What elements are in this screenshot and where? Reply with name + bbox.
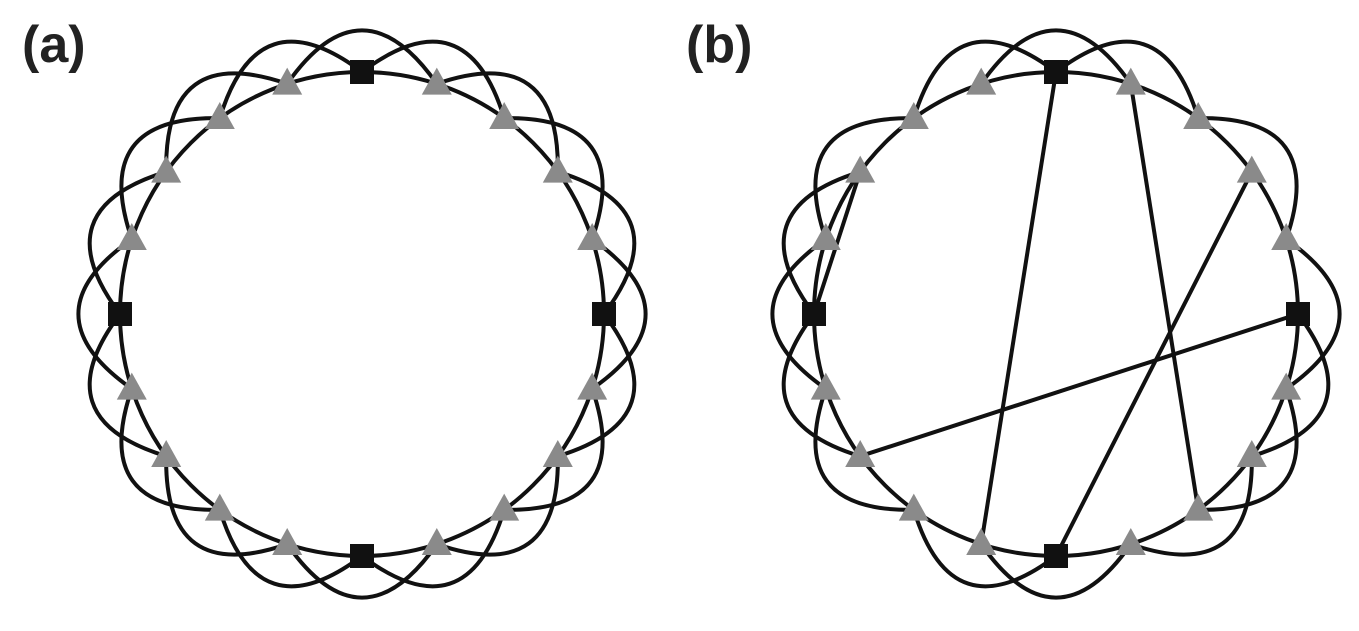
triangle-node-a-8 — [489, 493, 520, 521]
lattice-edge-a-1-3 — [436, 71, 560, 172]
triangle-node-b-14 — [810, 372, 841, 400]
triangle-node-b-6 — [1271, 372, 1302, 400]
shortcut-edge-b-0-11 — [979, 71, 1058, 545]
lattice-edge-a-5-7 — [557, 312, 637, 459]
lattice-edge-a-9-11 — [285, 543, 439, 600]
lattice-edge-a-12-14 — [119, 388, 220, 512]
triangle-node-b-19 — [966, 67, 997, 95]
panel-b-label: (b) — [686, 16, 752, 74]
shortcut-edge-b-5-13 — [859, 312, 1299, 459]
lattice-edge-b-5-7 — [1251, 312, 1331, 459]
square-node-b-5 — [1286, 302, 1310, 326]
triangle-node-a-1 — [421, 67, 452, 95]
triangle-node-a-2 — [489, 102, 520, 129]
square-node-b-0 — [1044, 60, 1068, 84]
triangle-node-a-16 — [116, 223, 147, 250]
triangle-node-b-8 — [1183, 493, 1214, 521]
triangle-node-b-18 — [898, 102, 929, 129]
lattice-edge-a-7-9 — [436, 456, 560, 557]
lattice-edge-a-17-19 — [164, 71, 288, 172]
lattice-edge-b-4-6 — [1285, 237, 1342, 391]
lattice-edge-a-19-1 — [285, 28, 439, 85]
edges-b — [770, 28, 1342, 600]
lattice-edge-b-13-15 — [781, 312, 861, 459]
lattice-edge-a-18-0 — [217, 39, 364, 119]
square-node-a-15 — [108, 302, 132, 326]
lattice-edge-b-0-2 — [1054, 39, 1201, 119]
triangle-node-a-6 — [577, 372, 608, 400]
triangle-node-b-11 — [966, 528, 997, 555]
lattice-edge-b-18-0 — [911, 39, 1058, 119]
square-node-a-5 — [592, 302, 616, 326]
square-node-b-10 — [1044, 544, 1068, 568]
lattice-edge-b-15-17 — [781, 169, 861, 316]
lattice-edge-a-13-15 — [87, 312, 167, 459]
shortcut-edge-b-15-17 — [812, 171, 863, 315]
triangle-node-b-2 — [1183, 102, 1214, 129]
triangle-node-a-12 — [204, 493, 235, 521]
lattice-edge-a-14-16 — [76, 237, 133, 391]
lattice-edge-a-8-10 — [360, 509, 507, 589]
nodes-b — [802, 60, 1310, 568]
lattice-edge-a-10-12 — [217, 509, 364, 589]
lattice-edge-a-16-18 — [119, 116, 220, 240]
triangle-node-b-4 — [1271, 223, 1302, 250]
lattice-edge-a-2-4 — [504, 116, 605, 240]
triangle-node-a-11 — [272, 528, 303, 555]
square-node-a-0 — [350, 60, 374, 84]
shortcut-edge-b-3-10 — [1054, 170, 1254, 557]
triangle-node-a-13 — [151, 440, 182, 467]
lattice-edge-b-14-16 — [770, 237, 827, 391]
lattice-edge-b-9-11 — [979, 543, 1133, 600]
lattice-edge-b-12-14 — [813, 388, 914, 512]
lattice-edge-b-7-9 — [1130, 456, 1254, 557]
triangle-node-a-18 — [204, 102, 235, 129]
triangle-node-b-16 — [810, 223, 841, 250]
lattice-edge-a-15-17 — [87, 169, 167, 316]
triangle-node-a-4 — [577, 223, 608, 250]
triangle-node-b-7 — [1236, 440, 1267, 467]
panel-b-small-world-network: (b) — [686, 16, 1342, 600]
lattice-edge-b-19-1 — [979, 28, 1133, 85]
lattice-edge-b-16-18 — [813, 116, 914, 240]
shortcut-edge-b-1-8 — [1128, 83, 1201, 511]
triangle-node-b-1 — [1115, 67, 1146, 95]
lattice-edge-a-0-2 — [360, 39, 507, 119]
triangle-node-b-3 — [1236, 155, 1267, 183]
lattice-edge-a-3-5 — [557, 169, 637, 316]
triangle-node-a-19 — [272, 67, 303, 95]
triangle-node-a-14 — [116, 372, 147, 400]
triangle-node-b-17 — [845, 155, 876, 183]
lattice-edge-a-6-8 — [504, 388, 605, 512]
triangle-node-a-9 — [421, 528, 452, 555]
panel-a-ring-lattice: (a) — [22, 16, 648, 600]
lattice-edge-b-2-4 — [1198, 116, 1299, 240]
triangle-node-a-3 — [542, 155, 573, 183]
lattice-edge-a-4-6 — [591, 237, 648, 391]
triangle-node-b-13 — [845, 440, 876, 467]
triangle-node-a-7 — [542, 440, 573, 467]
edges-a — [76, 28, 648, 600]
lattice-edge-b-6-8 — [1198, 388, 1299, 512]
triangle-node-a-17 — [151, 155, 182, 183]
triangle-node-b-12 — [898, 493, 929, 521]
square-node-b-15 — [802, 302, 826, 326]
nodes-a — [108, 60, 616, 568]
panel-a-label: (a) — [22, 16, 86, 74]
square-node-a-10 — [350, 544, 374, 568]
ring-edge-a — [118, 70, 606, 558]
lattice-edge-a-11-13 — [164, 456, 288, 557]
ring-edge-b — [812, 70, 1300, 558]
lattice-edge-b-10-12 — [911, 509, 1058, 589]
triangle-node-b-9 — [1115, 528, 1146, 555]
